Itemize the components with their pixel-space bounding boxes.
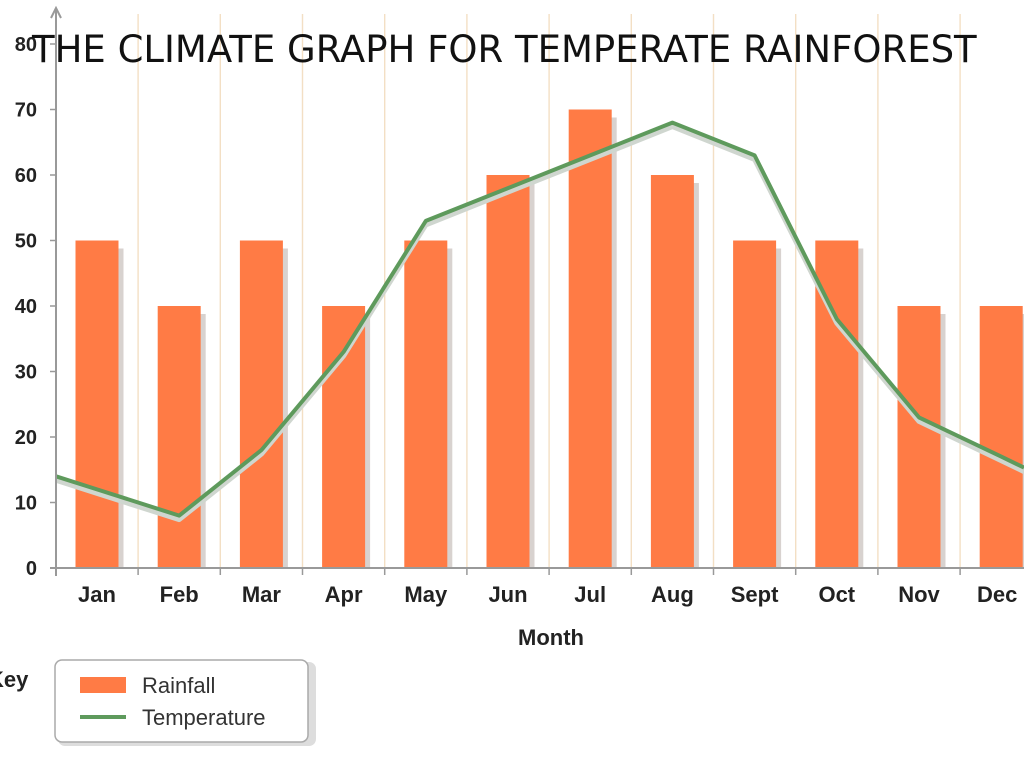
rainfall-bar [486,175,530,568]
temperature-point [424,219,427,222]
legend-swatch-rainfall [80,677,126,693]
temperature-point [835,318,838,321]
y-tick-label: 70 [15,100,37,122]
chart-title: THE CLIMATE GRAPH FOR TEMPERATE RAINFORE… [31,28,977,71]
y-tick-label: 10 [15,493,37,515]
axes [50,5,1024,576]
y-tick-label: 60 [15,165,37,187]
x-axis-title: Month [518,625,584,650]
legend: Key Rainfall Temperature [0,659,316,746]
temperature-point [178,514,181,517]
y-axis-arrow [50,5,62,19]
y-tick-label: 80 [15,34,37,56]
rainfall-bar [322,306,366,568]
x-tick-label: Jun [488,582,527,607]
y-tick-label: 50 [15,231,37,253]
x-tick-label: Feb [160,582,199,607]
y-tick-labels: 0 10 20 30 40 50 60 70 80 [15,34,37,580]
rainfall-bars [75,109,1024,568]
y-tick-label: 20 [15,427,37,449]
temperature-line [55,120,1024,518]
rainfall-bar [979,306,1023,568]
temperature-point [96,488,98,491]
legend-label-temperature: Temperature [142,705,266,730]
x-tick-label: Dec [977,582,1017,607]
rainfall-bar [404,240,448,568]
temperature-point [507,187,509,190]
gridlines [137,14,961,568]
temperature-line-shadow [55,124,1024,523]
x-tick-label: Mar [242,582,282,607]
x-tick-label: Apr [325,582,363,607]
temperature-point [589,154,592,157]
rainfall-bar [568,109,612,568]
x-tick-label: May [404,582,448,607]
rainfall-bar [650,175,694,568]
y-tick-label: 30 [15,362,37,384]
rainfall-bar [75,240,119,568]
y-tick-label: 0 [26,558,37,580]
temperature-point [1000,455,1003,458]
x-tick-labels: Jan Feb Mar Apr May Jun Jul Aug Sept Oct Nov Dec [78,582,1017,607]
x-tick-label: Jul [574,582,606,607]
x-tick-label: Sept [731,582,779,607]
temperature-point [342,350,345,353]
temperature-line-layer [55,120,1024,523]
y-tick-label: 40 [15,296,37,318]
temperature-point [671,121,674,124]
x-tick-label: Oct [818,582,855,607]
x-tick-label: Jan [78,582,116,607]
temperature-point [260,449,263,452]
legend-label-rainfall: Rainfall [142,673,215,698]
legend-key-label: Key [0,667,29,692]
temperature-point [918,416,920,419]
x-tick-label: Nov [898,582,940,607]
temperature-point [753,154,756,157]
rainfall-bar [733,240,777,568]
rainfall-bar [157,306,201,568]
rainfall-bar [897,306,941,568]
x-tick-label: Aug [651,582,694,607]
rainfall-bar [239,240,283,568]
